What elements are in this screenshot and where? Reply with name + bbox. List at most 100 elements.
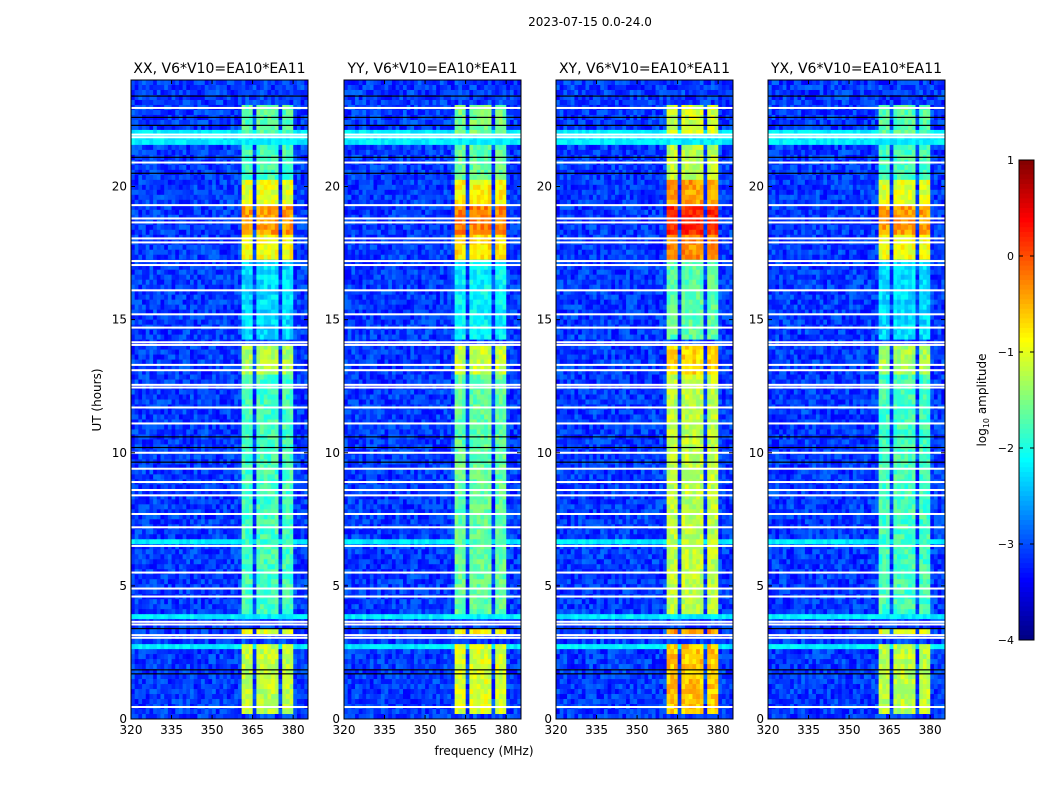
heatmap-cell xyxy=(138,494,143,500)
heatmap-cell xyxy=(175,349,180,355)
heatmap-cell xyxy=(226,229,231,236)
heatmap-cell xyxy=(263,469,268,475)
heatmap-cell xyxy=(182,379,187,385)
heatmap-cell xyxy=(160,99,165,106)
heatmap-cell xyxy=(245,169,250,176)
heatmap-cell xyxy=(296,89,302,96)
heatmap-cell xyxy=(193,119,198,126)
heatmap-cell xyxy=(271,189,276,196)
heatmap-cell xyxy=(285,194,290,201)
heatmap-cell xyxy=(289,279,294,286)
heatmap-cell xyxy=(201,119,206,126)
heatmap-cell xyxy=(167,559,172,565)
heatmap-cell xyxy=(190,514,195,520)
heatmap-cell xyxy=(289,89,294,96)
heatmap-cell xyxy=(267,354,272,360)
heatmap-cell xyxy=(245,544,250,550)
heatmap-cell xyxy=(271,319,276,326)
heatmap-cell xyxy=(223,309,228,316)
heatmap-cell xyxy=(175,454,180,460)
heatmap-cell xyxy=(289,549,294,555)
heatmap-cell xyxy=(271,544,276,550)
heatmap-cell xyxy=(278,454,283,460)
heatmap-cell xyxy=(164,84,169,91)
heatmap-cell xyxy=(149,249,154,256)
heatmap-cell xyxy=(193,259,198,266)
heatmap-cell xyxy=(296,109,302,116)
heatmap-cell xyxy=(212,419,217,425)
heatmap-cell xyxy=(212,144,217,151)
heatmap-cell xyxy=(182,199,187,206)
heatmap-cell xyxy=(234,209,239,216)
heatmap-cell xyxy=(208,189,213,196)
heatmap-cell xyxy=(278,264,283,271)
heatmap-cell xyxy=(164,564,169,570)
heatmap-cell xyxy=(186,269,191,276)
heatmap-cell xyxy=(223,359,228,365)
heatmap-cell xyxy=(164,119,169,126)
heatmap-cell xyxy=(296,124,302,131)
heatmap-cell xyxy=(241,189,246,196)
heatmap-cell xyxy=(278,519,283,525)
heatmap-cell xyxy=(142,169,147,176)
heatmap-cell xyxy=(304,224,309,231)
heatmap-cell xyxy=(274,269,279,276)
heatmap-cell xyxy=(142,194,147,201)
heatmap-cell xyxy=(145,344,150,350)
heatmap-cell xyxy=(237,80,243,86)
heatmap-cell xyxy=(204,359,209,365)
heatmap-cell xyxy=(208,409,213,415)
heatmap-cell xyxy=(267,274,272,281)
heatmap-cell xyxy=(145,129,150,136)
heatmap-cell xyxy=(256,309,261,316)
heatmap-cell xyxy=(263,519,268,525)
heatmap-cell xyxy=(131,149,136,156)
heatmap-cell xyxy=(252,229,257,236)
heatmap-cell xyxy=(149,549,154,555)
heatmap-cell xyxy=(256,504,261,510)
heatmap-cell xyxy=(278,254,283,261)
heatmap-cell xyxy=(249,344,254,350)
heatmap-cell xyxy=(186,204,191,211)
heatmap-cell xyxy=(208,369,213,375)
heatmap-cell xyxy=(215,294,220,301)
heatmap-cell xyxy=(256,509,261,515)
heatmap-cell xyxy=(267,169,272,176)
heatmap-cell xyxy=(142,209,147,216)
heatmap-cell xyxy=(282,94,287,101)
heatmap-cell xyxy=(226,439,231,445)
heatmap-cell xyxy=(285,84,290,91)
heatmap-cell xyxy=(201,334,206,340)
heatmap-cell xyxy=(289,559,294,565)
heatmap-cell xyxy=(256,199,261,206)
heatmap-cell xyxy=(296,554,302,560)
heatmap-cell xyxy=(300,399,305,405)
heatmap-cell xyxy=(175,514,180,520)
heatmap-cell xyxy=(278,304,283,311)
heatmap-cell xyxy=(256,469,261,475)
heatmap-cell xyxy=(230,304,235,311)
heatmap-cell xyxy=(134,80,139,86)
heatmap-cell xyxy=(237,179,243,186)
heatmap-cell xyxy=(131,539,136,545)
heatmap-cell xyxy=(245,209,250,216)
heatmap-cell xyxy=(219,224,224,231)
heatmap-cell xyxy=(182,99,187,106)
heatmap-cell xyxy=(219,294,224,301)
heatmap-cell xyxy=(178,284,184,291)
heatmap-cell xyxy=(304,249,309,256)
heatmap-cell xyxy=(234,149,239,156)
heatmap-cell xyxy=(296,224,302,231)
heatmap-cell xyxy=(153,549,158,555)
heatmap-cell xyxy=(145,379,150,385)
heatmap-cell xyxy=(296,509,302,515)
heatmap-cell xyxy=(278,99,283,106)
heatmap-cell xyxy=(201,259,206,266)
heatmap-cell xyxy=(193,279,198,286)
heatmap-cell xyxy=(190,109,195,116)
heatmap-cell xyxy=(201,189,206,196)
heatmap-cell xyxy=(278,84,283,91)
heatmap-cell xyxy=(267,294,272,301)
heatmap-cell xyxy=(304,409,309,415)
heatmap-cell xyxy=(263,504,268,510)
